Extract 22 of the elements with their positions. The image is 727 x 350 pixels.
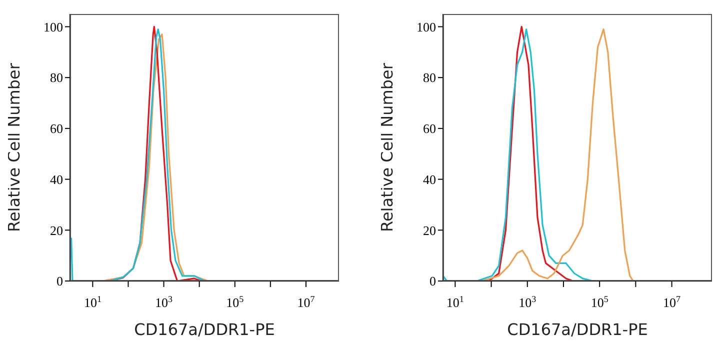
- y-tick-label: 80: [50, 70, 63, 86]
- x-tick-label: 10$^{3}$: [518, 294, 537, 310]
- x-tick-label: 10$^{5}$: [226, 294, 244, 310]
- x-tick-label: 10$^{5}$: [590, 294, 609, 310]
- y-tick-label: 20: [50, 222, 63, 238]
- y-tick-label: 80: [423, 70, 436, 86]
- x-tick-label: 10$^{1}$: [446, 294, 464, 310]
- y-tick-label: 60: [50, 121, 63, 136]
- y-tick-label: 60: [423, 121, 436, 136]
- y-tick-label: 20: [423, 222, 436, 238]
- x-tick-label: 10$^{3}$: [155, 294, 174, 310]
- y-tick-label: 0: [56, 274, 63, 289]
- y-tick-label: 100: [416, 19, 436, 34]
- x-axis-title: CD167a/DDR1-PE: [134, 320, 275, 339]
- y-tick-label: 0: [430, 274, 436, 289]
- y-tick-label: 40: [423, 172, 436, 187]
- x-tick-label: 10$^{1}$: [84, 294, 102, 310]
- x-tick-label: 10$^{7}$: [297, 294, 316, 310]
- y-tick-label: 40: [50, 172, 63, 187]
- x-tick-label: 10$^{7}$: [663, 294, 682, 310]
- y-tick-label: 100: [44, 19, 63, 34]
- x-axis-title: CD167a/DDR1-PE: [507, 320, 648, 339]
